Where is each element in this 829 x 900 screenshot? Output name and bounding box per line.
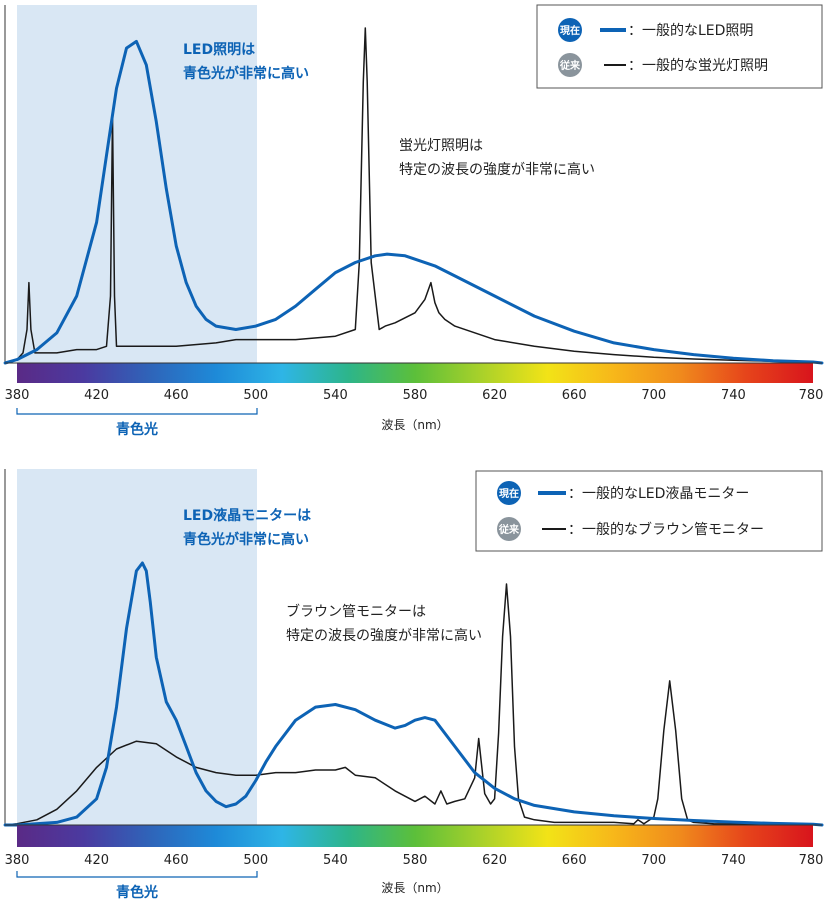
x-tick-labels: 380 420 460 500 540 580 620 660 700 740 780 [5, 388, 824, 403]
black-annotation-line1: ブラウン管モニターは [286, 603, 426, 620]
led-series-line [3, 561, 824, 827]
legacy-series-line [4, 27, 823, 364]
blue-band-bracket [16, 408, 258, 415]
x-tick-label: 500 [243, 388, 268, 403]
blue-annotation-line1: LED液晶モニターは [183, 507, 311, 524]
old-badge [558, 53, 582, 77]
x-tick-label: 700 [641, 388, 666, 403]
old-badge-text: 従来 [559, 59, 581, 72]
now-badge-text: 現在 [560, 24, 580, 37]
black-annotation-line1: 蛍光灯照明は [399, 138, 483, 154]
legend: 現在 ：一般的なLED液晶モニター 従来 ：一般的なブラウン管モニター [475, 470, 823, 552]
old-badge [497, 517, 521, 541]
x-tick-label: 380 [5, 388, 30, 403]
x-tick-label: 580 [403, 853, 428, 868]
x-tick-label: 540 [323, 853, 348, 868]
blue-light-band [17, 469, 257, 825]
now-badge-text: 現在 [499, 487, 519, 500]
blue-annotation-line2: 青色光が非常に高い [183, 65, 309, 82]
series-layer [3, 27, 824, 365]
blue-light-band [17, 5, 257, 363]
series-layer [3, 561, 824, 827]
legend-box [536, 4, 823, 89]
x-tick-label: 780 [799, 853, 824, 868]
led-legend-label: ：一般的なLED照明 [628, 23, 753, 39]
x-tick-label: 700 [641, 853, 666, 868]
now-badge [558, 18, 582, 42]
legacy-series-line [4, 583, 823, 826]
x-tick-label: 660 [562, 388, 587, 403]
x-tick-label: 620 [482, 388, 507, 403]
x-tick-label: 460 [164, 388, 189, 403]
led-legend-label: ：一般的なLED液晶モニター [568, 486, 749, 502]
x-tick-label: 580 [403, 388, 428, 403]
blue-annotation-line2: 青色光が非常に高い [183, 531, 309, 548]
spectrum-bar [17, 825, 813, 847]
x-tick-label: 380 [5, 853, 30, 868]
old-badge-text: 従来 [498, 523, 520, 536]
x-tick-label: 620 [482, 853, 507, 868]
blue-annotation-line1: LED照明は [183, 42, 255, 58]
black-annotation-line2: 特定の波長の強度が非常に高い [286, 627, 482, 644]
x-tick-label: 740 [721, 388, 746, 403]
x-tick-label: 420 [84, 388, 109, 403]
x-tick-label: 420 [84, 853, 109, 868]
legacy-legend-label: ：一般的なブラウン管モニター [568, 521, 764, 538]
chart-2: 380 420 460 500 540 580 620 660 700 740 780 青色光 波長… [3, 469, 824, 900]
band-label: 青色光 [116, 884, 158, 900]
x-tick-label: 740 [721, 853, 746, 868]
now-badge [497, 481, 521, 505]
x-tick-labels: 380 420 460 500 540 580 620 660 700 740 780 [5, 853, 824, 868]
band-label: 青色光 [116, 421, 158, 438]
chart-1: 380 420 460 500 540 580 620 660 700 740 780 青色光 波長… [3, 4, 824, 438]
x-axis-label: 波長（nm） [381, 418, 448, 432]
legacy-legend-label: ：一般的な蛍光灯照明 [628, 58, 768, 74]
black-annotation-line2: 特定の波長の強度が非常に高い [399, 161, 595, 178]
x-tick-label: 660 [562, 853, 587, 868]
legend-box [475, 470, 823, 552]
blue-band-bracket [16, 871, 258, 878]
legend: 現在 ：一般的なLED照明 従来 ：一般的な蛍光灯照明 [536, 4, 823, 89]
led-series-line [3, 39, 824, 365]
x-tick-label: 500 [243, 853, 268, 868]
x-tick-label: 780 [799, 388, 824, 403]
x-axis-label: 波長（nm） [381, 881, 448, 895]
spectrum-bar [17, 363, 813, 383]
x-tick-label: 540 [323, 388, 348, 403]
x-tick-label: 460 [164, 853, 189, 868]
